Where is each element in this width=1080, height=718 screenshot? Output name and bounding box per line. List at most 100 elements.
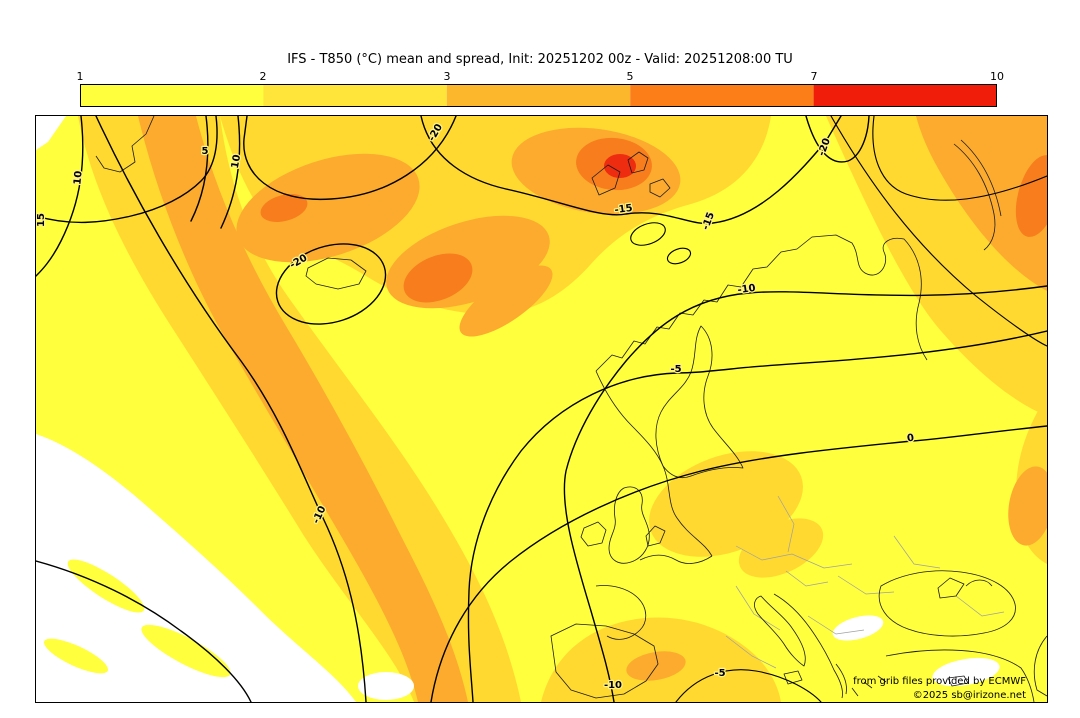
contour-line: [675, 669, 822, 702]
coast-denmark: [645, 525, 666, 547]
contour-line: [430, 425, 1047, 702]
contour-label: 15: [36, 213, 47, 227]
colorbar-tick: 2: [259, 70, 267, 83]
spread-fill-5-7: [1015, 155, 1047, 237]
spread-fill-1-2: [43, 638, 109, 674]
colorbar-bar: [80, 84, 997, 107]
contour-line: [630, 222, 666, 246]
coast-sea-of-azov: [965, 579, 993, 587]
coast-britain: [608, 486, 650, 564]
colorbar-segment: [80, 84, 264, 107]
credits-copyright: ©2025 sb@irizone.net: [913, 690, 1026, 701]
contour-line: [666, 247, 692, 265]
country-borders: [725, 495, 1005, 669]
spread-fill-below-1: [36, 116, 66, 150]
coast-novaya-zemlya: [960, 139, 1002, 217]
spread-fill-5-7: [260, 193, 308, 223]
colorbar-outline: [80, 84, 997, 107]
contour-line: [36, 560, 252, 702]
spread-fill-below-1: [832, 615, 884, 641]
coast-svalbard: [627, 151, 649, 174]
country-border: [735, 545, 853, 569]
colorbar-segment: [630, 84, 814, 107]
country-border: [735, 585, 781, 631]
spread-fill-2-3: [738, 518, 824, 578]
coast-france: [595, 585, 647, 640]
contour-label: 0: [906, 433, 914, 445]
coast-caspian: [1033, 635, 1047, 697]
country-border: [837, 575, 895, 595]
coast-iceland: [305, 257, 367, 290]
colorbar-tick: 3: [443, 70, 451, 83]
contour-line: [563, 285, 1047, 702]
contour-line: [420, 116, 842, 225]
coast-turkey: [885, 649, 1035, 702]
coast-svalbard: [649, 178, 671, 198]
contour-label: -10: [737, 283, 756, 296]
contour-label: -5: [714, 668, 725, 679]
contour-line: [190, 116, 209, 222]
coast-norway: [595, 234, 928, 372]
country-border: [777, 495, 795, 553]
contour-line: [95, 116, 367, 702]
country-border: [955, 595, 1005, 617]
spread-fill-3-5: [138, 116, 468, 702]
colorbar-tick: 5: [626, 70, 634, 83]
coast-balkans: [773, 593, 843, 699]
spread-fill-3-5: [459, 265, 553, 337]
coast-ireland: [580, 521, 607, 547]
contour-line: [467, 330, 1047, 702]
spread-fill-3-5: [1008, 466, 1047, 546]
spread-fill-3-5: [626, 651, 686, 681]
contour-label: -10: [604, 680, 622, 691]
coast-italy: [754, 595, 806, 667]
coast-svalbard: [591, 164, 621, 196]
contour-line: [275, 243, 387, 325]
country-border: [807, 615, 865, 635]
spread-fill-below-1: [932, 657, 1000, 687]
contour-label: -5: [670, 364, 681, 375]
map: -20 -20 -15 -15 15 -10 -10 -10 -5 0 10 5…: [35, 115, 1048, 703]
contour-line: [220, 116, 241, 229]
contour-line: [872, 116, 1047, 201]
contour-lines: [36, 116, 1047, 702]
map-svg: -20 -20 -15 -15 15 -10 -10 -10 -5 0 10 5…: [36, 116, 1047, 702]
colorbar-tick: 1: [76, 70, 84, 83]
country-border: [725, 635, 777, 669]
coast-gulf-of-bothnia: [655, 325, 744, 479]
contour-line: [805, 116, 870, 163]
colorbar-segment: [446, 84, 631, 107]
colorbar: 1 2 3 5 7 10: [76, 70, 1005, 110]
coast-black-sea: [878, 570, 1016, 637]
spread-fill-layer: [36, 116, 1047, 702]
spread-fill-5-7: [403, 253, 473, 303]
contour-label: -15: [614, 203, 633, 216]
spread-fill-3-5: [916, 116, 1047, 291]
spread-fill-1-2: [141, 624, 231, 678]
colorbar-segment: [813, 84, 997, 107]
contour-label: 5: [202, 146, 209, 157]
coast-greece-aegean: [835, 663, 887, 697]
page-title: IFS - T850 (°C) mean and spread, Init: 2…: [287, 52, 793, 67]
contour-line: [243, 116, 457, 201]
coast-greenland: [95, 116, 155, 173]
contour-line: [830, 116, 1047, 347]
contour-label: 10: [230, 154, 243, 170]
colorbar-ticks: 1 2 3 5 7 10: [76, 70, 1005, 83]
spread-fill-3-5: [236, 153, 420, 263]
coast-sicily: [783, 670, 803, 685]
coastlines: [95, 116, 1047, 702]
coast-cyprus: [947, 675, 969, 687]
coast-iberia: [550, 623, 659, 699]
country-border: [785, 570, 829, 587]
coast-novaya-zemlya: [953, 143, 996, 251]
coast-crimea: [937, 577, 965, 599]
contour-line: [36, 116, 218, 224]
contour-line: [36, 116, 84, 277]
contour-label: 10: [72, 170, 84, 185]
credits-source: from grib files provided by ECMWF: [853, 676, 1026, 687]
colorbar-tick: 7: [810, 70, 818, 83]
colorbar-tick: 10: [990, 70, 1004, 83]
spread-fill-below-1: [36, 434, 356, 702]
